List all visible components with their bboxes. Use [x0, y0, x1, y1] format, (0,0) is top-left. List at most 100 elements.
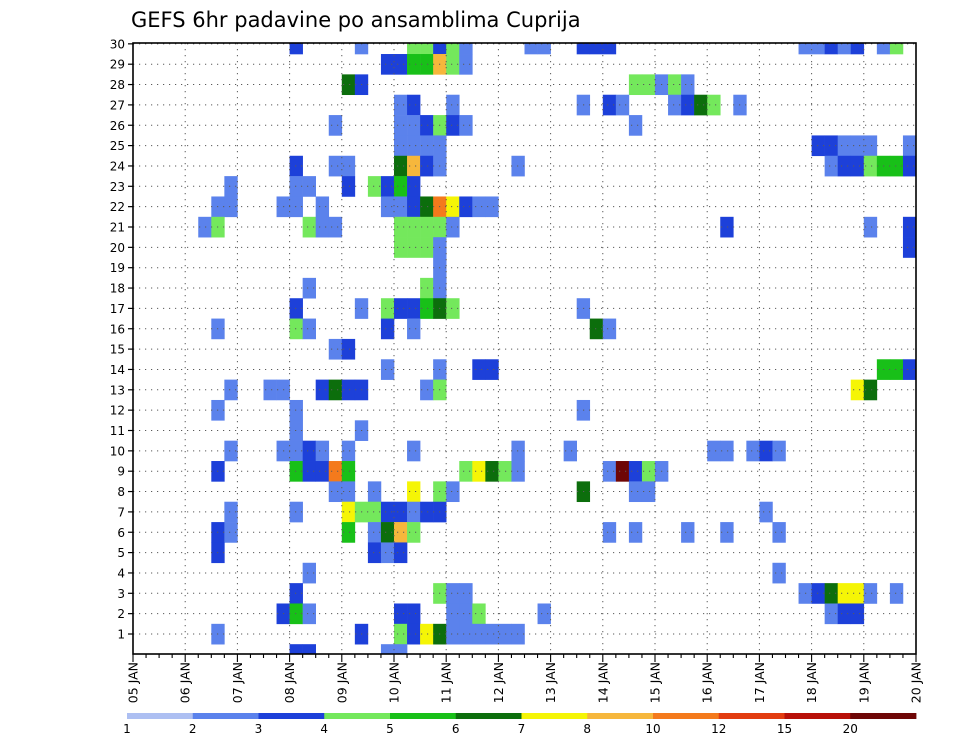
heatmap-cell: [420, 216, 434, 238]
heatmap-cell: [302, 644, 316, 655]
heatmap-cell: [380, 522, 395, 543]
heatmap-cell: [394, 522, 408, 543]
heatmap-cell: [446, 481, 460, 503]
y-tick-label: 26: [110, 119, 125, 133]
heatmap-cell: [824, 135, 838, 157]
color-scale-swatch: [784, 713, 851, 719]
heatmap-cell: [380, 196, 395, 218]
heatmap-cell: [472, 603, 486, 625]
heatmap-cell: [328, 216, 343, 238]
heatmap-cell: [289, 399, 303, 421]
heatmap-cell: [811, 135, 825, 157]
color-scale-swatch: [192, 713, 259, 719]
heatmap-cell: [472, 623, 486, 645]
x-tick-label: 08 JAN: [282, 662, 297, 703]
color-scale-swatch: [587, 713, 654, 719]
x-tick-label: 10 JAN: [387, 662, 402, 703]
heatmap-cell: [380, 54, 395, 75]
heatmap-cell: [394, 644, 408, 655]
x-tick-label: 15 JAN: [648, 662, 663, 703]
heatmap-cell: [407, 481, 421, 503]
x-tick-label: 06 JAN: [178, 662, 193, 703]
heatmap-cell: [315, 440, 330, 462]
y-tick-label: 29: [110, 58, 125, 72]
heatmap-cell: [446, 298, 460, 319]
heatmap-cell: [289, 318, 303, 340]
color-scale-swatch: [258, 713, 325, 719]
heatmap-cell: [889, 43, 904, 55]
heatmap-cell: [315, 196, 330, 218]
y-tick-label: 24: [110, 159, 125, 173]
heatmap-cell: [720, 522, 734, 543]
heatmap-cell: [407, 43, 421, 55]
heatmap-cell: [902, 237, 917, 258]
heatmap-cell: [328, 461, 343, 482]
heatmap-cell: [459, 54, 473, 75]
heatmap-cell: [602, 461, 617, 482]
x-tick-label: 09 JAN: [334, 662, 349, 703]
heatmap-cell: [628, 522, 643, 543]
y-tick-label: 23: [110, 180, 125, 194]
y-tick-label: 20: [110, 241, 125, 255]
heatmap-cell: [420, 115, 434, 136]
heatmap-cell: [824, 603, 838, 625]
heatmap-cell: [328, 379, 343, 401]
heatmap-cell: [863, 583, 878, 604]
heatmap-cell: [759, 440, 773, 462]
heatmap-cell: [889, 155, 904, 177]
y-tick-label: 14: [110, 363, 125, 377]
heatmap-cell: [198, 216, 212, 238]
heatmap-cell: [720, 440, 734, 462]
heatmap-cell: [811, 43, 825, 55]
heatmap-cell: [224, 440, 238, 462]
y-tick-label: 30: [110, 37, 125, 51]
heatmap-cell: [459, 115, 473, 136]
y-tick-label: 17: [110, 302, 125, 316]
heatmap-cell: [615, 94, 630, 116]
heatmap-cell: [589, 318, 604, 340]
heatmap-cell: [472, 461, 486, 482]
heatmap-cell: [380, 359, 395, 380]
heatmap-cell: [407, 440, 421, 462]
heatmap-cell: [446, 54, 460, 75]
heatmap-cell: [394, 135, 408, 157]
heatmap-cell: [394, 176, 408, 197]
heatmap-cell: [446, 603, 460, 625]
heatmap-cell: [602, 43, 617, 55]
heatmap-cell: [863, 155, 878, 177]
heatmap-cell: [472, 196, 486, 218]
heatmap-cell: [707, 440, 721, 462]
heatmap-cell: [615, 461, 630, 482]
heatmap-cell: [902, 135, 917, 157]
x-tick-label: 07 JAN: [230, 662, 245, 703]
x-tick-label: 17 JAN: [752, 662, 767, 703]
heatmap-cell: [341, 74, 356, 96]
y-tick-label: 21: [110, 221, 125, 235]
heatmap-cell: [863, 379, 878, 401]
heatmap-cell: [889, 359, 904, 380]
color-scale-swatch: [718, 713, 785, 719]
y-tick-label: 19: [110, 261, 125, 275]
heatmap-cell: [289, 501, 303, 523]
heatmap-cell: [263, 379, 277, 401]
heatmap-cell: [902, 216, 917, 238]
heatmap-cell: [341, 481, 356, 503]
heatmap-cell: [341, 379, 356, 401]
heatmap-cell: [485, 623, 499, 645]
heatmap-cell: [407, 501, 421, 523]
heatmap-cell: [407, 623, 421, 645]
heatmap-cell: [394, 237, 408, 258]
heatmap-cell: [863, 216, 878, 238]
heatmap-cell: [420, 379, 434, 401]
x-tick-label: 14 JAN: [595, 662, 610, 703]
color-scale-label: 6: [452, 722, 460, 736]
heatmap-cell: [407, 176, 421, 197]
heatmap-cell: [589, 43, 604, 55]
color-scale-swatch: [455, 713, 522, 719]
heatmap-cell: [394, 298, 408, 319]
heatmap-cell: [681, 94, 695, 116]
heatmap-cell: [394, 623, 408, 645]
heatmap-cell: [850, 603, 865, 625]
heatmap-cell: [837, 135, 852, 157]
